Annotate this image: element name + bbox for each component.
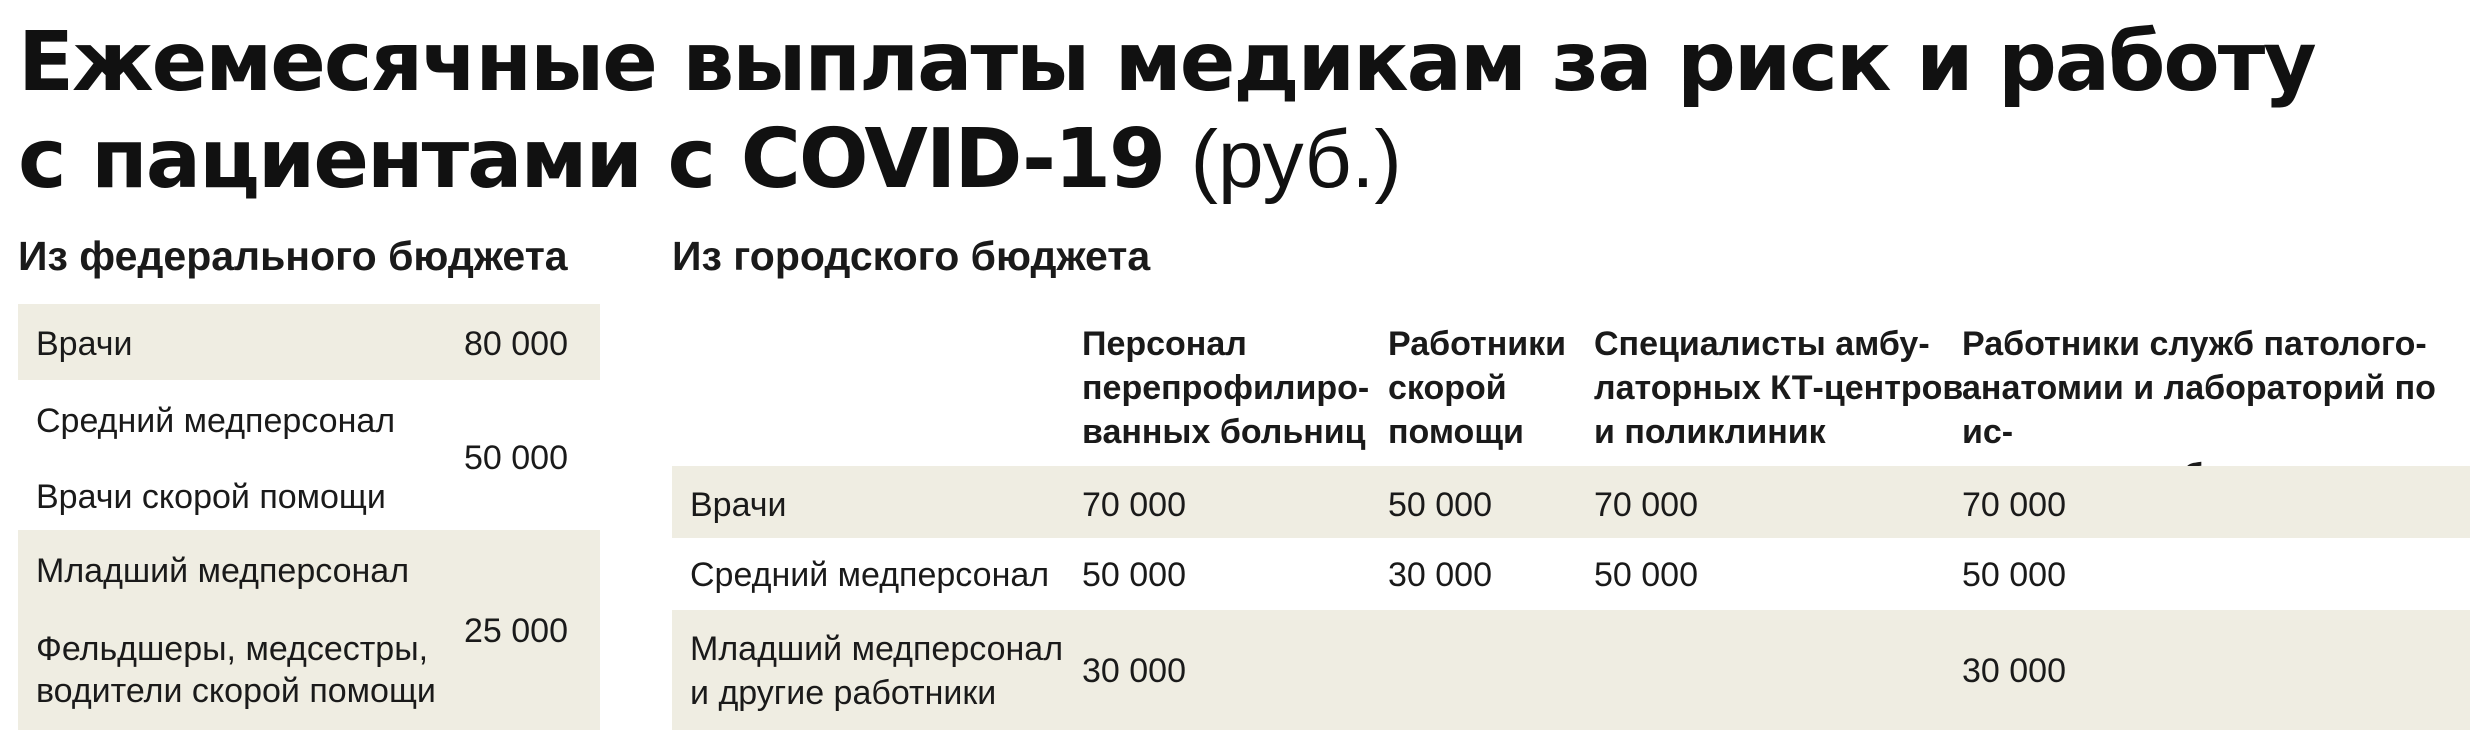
federal-row-band	[18, 530, 600, 730]
city-cell: 30 000	[1388, 556, 1492, 594]
column-header-line: перепрофилиро-	[1082, 369, 1370, 407]
column-header-line: Работники	[1388, 325, 1567, 363]
column-header: Работники служб патолого- анатомии и лаб…	[1962, 322, 2470, 498]
federal-row-label: Средний медперсонал	[36, 402, 396, 440]
column-header: Специалисты амбу- латорных КТ-центров и …	[1594, 322, 1963, 454]
city-cell: 50 000	[1082, 556, 1186, 594]
column-header-line: скорой	[1388, 369, 1507, 407]
federal-row-label: Врачи	[36, 325, 133, 363]
title-unit: (руб.)	[1190, 114, 1402, 205]
city-cell: 50 000	[1388, 486, 1492, 524]
city-row-label: Врачи	[690, 486, 787, 524]
federal-row-label: Младший медперсонал	[36, 552, 410, 590]
column-header-line: и поликлиник	[1594, 413, 1826, 451]
federal-heading: Из федерального бюджета	[18, 233, 568, 279]
city-cell: 70 000	[1082, 486, 1186, 524]
column-header-line: латорных КТ-центров	[1594, 369, 1964, 407]
column-header-line: анатомии и лабораторий по ис-	[1962, 369, 2436, 451]
column-header: Персонал перепрофилиро- ванных больниц	[1082, 322, 1369, 454]
federal-row-value: 25 000	[464, 612, 568, 650]
federal-row-label: Фельдшеры, медсестры, водители скорой по…	[36, 630, 436, 710]
title-line-1: Ежемесячные выплаты медикам за риск и ра…	[18, 15, 2317, 110]
city-cell: 70 000	[1594, 486, 1698, 524]
page-title: Ежемесячные выплаты медикам за риск и ра…	[18, 14, 2318, 208]
city-row-label: Средний медперсонал	[690, 556, 1050, 594]
city-cell: 30 000	[1962, 652, 2066, 690]
city-cell: 50 000	[1962, 556, 2066, 594]
city-cell: 30 000	[1082, 652, 1186, 690]
federal-row-label: Врачи скорой помощи	[36, 478, 386, 516]
city-row-band	[672, 466, 2470, 538]
city-heading: Из городского бюджета	[672, 233, 1151, 279]
city-row-label: и другие работники	[690, 674, 997, 712]
federal-row-value: 80 000	[464, 325, 568, 363]
city-row-band	[672, 610, 2470, 730]
column-header-line: Работники служб патолого-	[1962, 325, 2427, 363]
city-cell: 50 000	[1594, 556, 1698, 594]
title-line-2: с пациентами с COVID-19	[18, 112, 1166, 207]
column-header-line: Специалисты амбу-	[1594, 325, 1930, 363]
column-header: Работники скорой помощи	[1388, 322, 1566, 454]
column-header-line: ванных больниц	[1082, 413, 1366, 451]
column-header-line: Персонал	[1082, 325, 1247, 363]
city-row-label: Младший медперсонал	[690, 630, 1064, 668]
city-cell: 70 000	[1962, 486, 2066, 524]
federal-row-band	[18, 304, 600, 380]
column-header-line: помощи	[1388, 413, 1524, 451]
federal-row-value: 50 000	[464, 439, 568, 477]
